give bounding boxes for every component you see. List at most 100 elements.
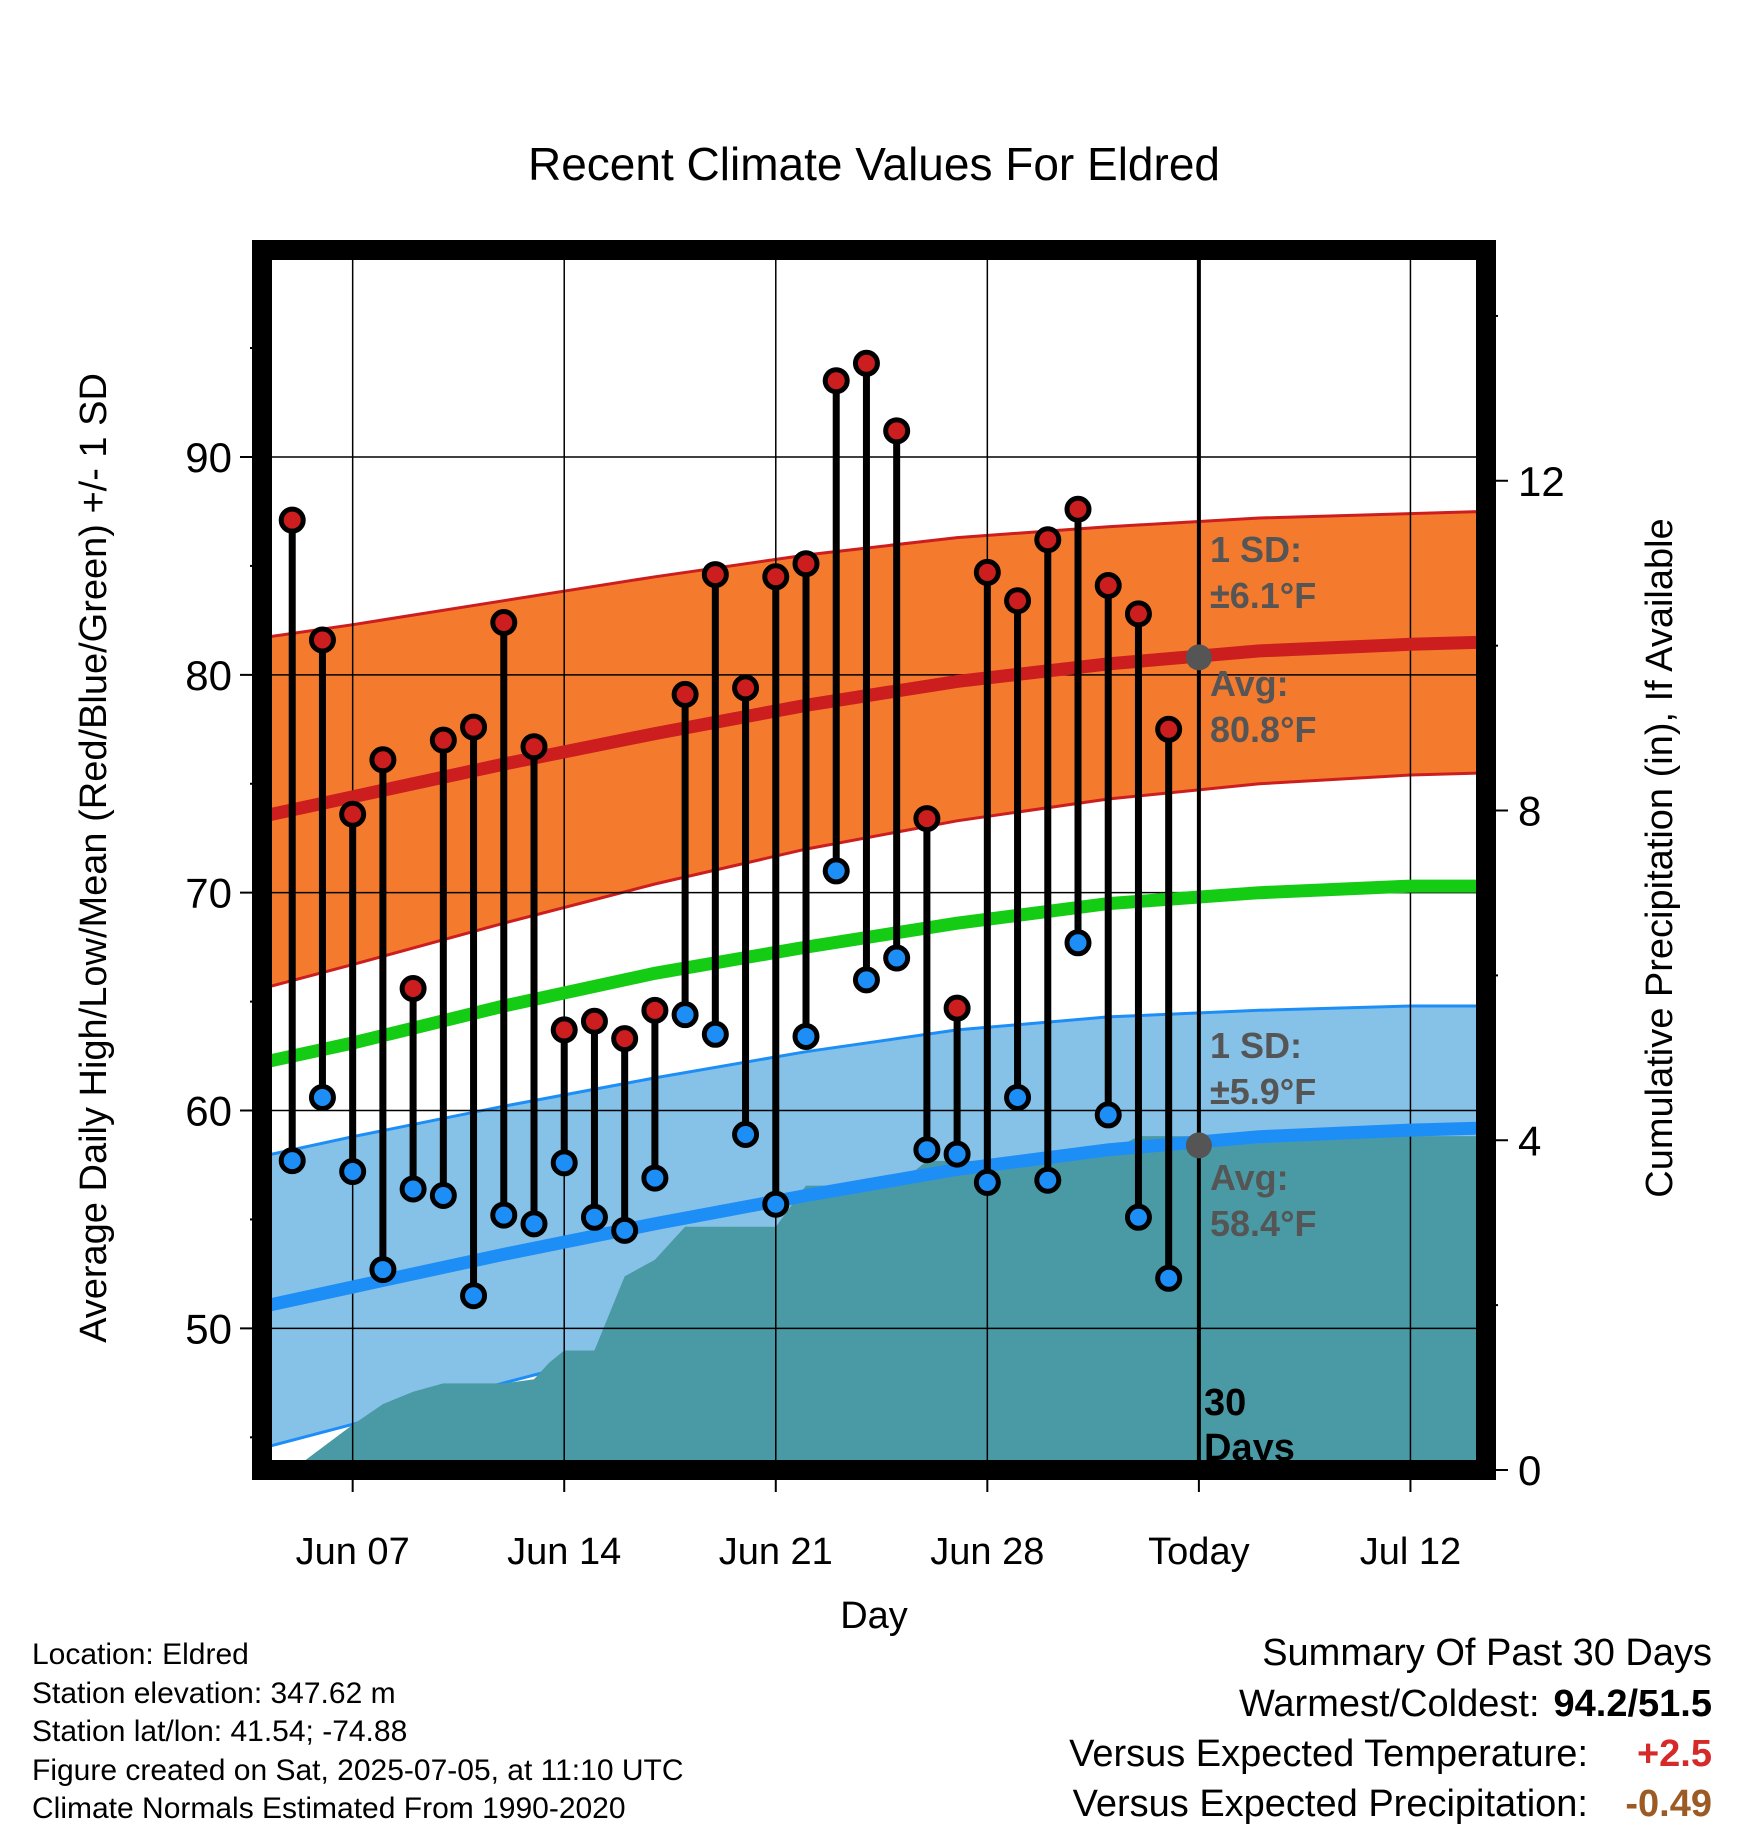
daily-high-point [1155,715,1183,743]
daily-low-point [339,1158,367,1186]
daily-low-point [1004,1083,1032,1111]
daily-high-point [460,713,488,741]
low-sd-annotation: 1 SD: ±5.9°F Avg: 58.4°F [1210,1025,1316,1244]
y-axis-label: Average Daily High/Low/Mean (Red/Blue/Gr… [73,373,115,1343]
low-sd-label: 1 SD: [1210,1025,1302,1066]
daily-low-point [973,1168,1001,1196]
daily-low-point [943,1140,971,1168]
daily-low-point [399,1175,427,1203]
daily-low-point [460,1282,488,1310]
normals-text: Climate Normals Estimated From 1990-2020 [32,1792,626,1825]
daily-high-point [399,975,427,1003]
daily-low-point [732,1121,760,1148]
daily-low-point [913,1136,941,1164]
daily-low-point [883,944,911,972]
precip-departure-row: Versus Expected Precipitation: -0.49 [1069,1779,1712,1829]
daily-low-point [641,1164,669,1192]
high-sd-band [262,511,1486,989]
cumulative-precip-area [277,1136,1486,1470]
summary-panel: Summary Of Past 30 Days Warmest/Coldest:… [1069,1627,1712,1829]
plot-frame [252,240,1496,1480]
daily-low-point [762,1190,790,1218]
y-tick-label: 90 [185,434,232,481]
daily-low-point [369,1256,397,1284]
plot-area [262,250,1486,1470]
daily-low-point [852,966,880,994]
daily-high-point [852,349,880,377]
y2-axis-label: Cumulative Precipitation (in), If Availa… [1639,518,1681,1197]
x-tick-label: Jun 21 [719,1531,833,1573]
daily-high-point [822,367,850,395]
daily-high-point [701,561,729,589]
temp-departure-row: Versus Expected Temperature: +2.5 [1069,1729,1712,1779]
daily-high-point [762,563,790,591]
avg-low-line [262,1121,1486,1313]
high-sd-upper-line [262,509,1486,640]
daily-low-point [1155,1264,1183,1292]
window-annotation: 30 Days [1204,1382,1295,1469]
daily-high-point [369,746,397,774]
avg-mean-line [262,879,1486,1069]
daily-high-point [1094,572,1122,599]
daily-high-point [490,609,518,637]
high-sd-label: 1 SD: [1210,529,1302,570]
x-axis-label: Day [840,1595,908,1637]
x-tick-label: Jul 12 [1360,1531,1461,1573]
precip-departure-label: Versus Expected Precipitation: [1072,1783,1588,1825]
daily-high-point [883,417,911,445]
summary-title: Summary Of Past 30 Days [1262,1632,1712,1674]
high-avg-value: 80.8°F [1210,709,1316,750]
daily-low-point [1094,1101,1122,1129]
window-number: 30 [1204,1382,1246,1424]
temp-departure-value: +2.5 [1636,1733,1712,1775]
daily-high-point [913,805,941,833]
daily-low-point [1034,1166,1062,1194]
daily-high-point [671,680,699,708]
daily-low-point [580,1203,608,1231]
daily-low-point [520,1210,548,1238]
daily-high-point [1004,587,1032,615]
daily-high-point [429,726,457,754]
warmest-coldest-value: 94.2/51.5 [1553,1683,1712,1725]
low-sd-upper-line [262,1004,1486,1158]
y-tick-label: 60 [185,1088,232,1135]
avg-high-line [262,635,1486,823]
daily-high-point [973,558,1001,586]
daily-low-point [671,1001,699,1029]
daily-low-point [550,1149,578,1177]
daily-high-point [792,550,820,578]
daily-high-point [520,733,548,761]
y-tick-label: 70 [185,870,232,917]
high-avg-marker [1185,644,1212,671]
daily-high-point [611,1025,639,1053]
daily-high-point [550,1016,578,1044]
daily-high-point [308,626,336,654]
chart-title: Recent Climate Values For Eldred [528,138,1220,190]
high-sd-annotation: 1 SD: ±6.1°F Avg: 80.8°F [1210,529,1316,750]
daily-high-point [1124,600,1152,628]
low-sd-value: ±5.9°F [1210,1071,1316,1112]
daily-high-point [339,800,367,828]
created-text: Figure created on Sat, 2025-07-05, at 11… [32,1753,684,1787]
temp-departure-label: Versus Expected Temperature: [1069,1733,1588,1775]
window-unit: Days [1204,1427,1295,1469]
daily-low-point [429,1182,457,1209]
daily-high-point [278,506,306,534]
low-avg-marker [1185,1132,1212,1159]
low-avg-label: Avg: [1210,1157,1289,1198]
low-avg-value: 58.4°F [1210,1203,1316,1244]
location-text: Location: Eldred [32,1638,249,1671]
y2-tick-label: 0 [1518,1447,1541,1494]
y2-tick-label: 4 [1518,1117,1541,1164]
y-tick-label: 80 [185,652,232,699]
latlon-text: Station lat/lon: 41.54; -74.88 [32,1715,408,1748]
high-sd-value: ±6.1°F [1210,575,1316,616]
daily-low-point [822,857,850,885]
high-sd-lower-line [262,771,1486,990]
high-avg-label: Avg: [1210,663,1289,704]
daily-low-point [1064,929,1092,957]
x-tick-label: Today [1148,1531,1249,1573]
daily-high-point [580,1007,608,1035]
x-tick-label: Jun 28 [930,1531,1044,1573]
